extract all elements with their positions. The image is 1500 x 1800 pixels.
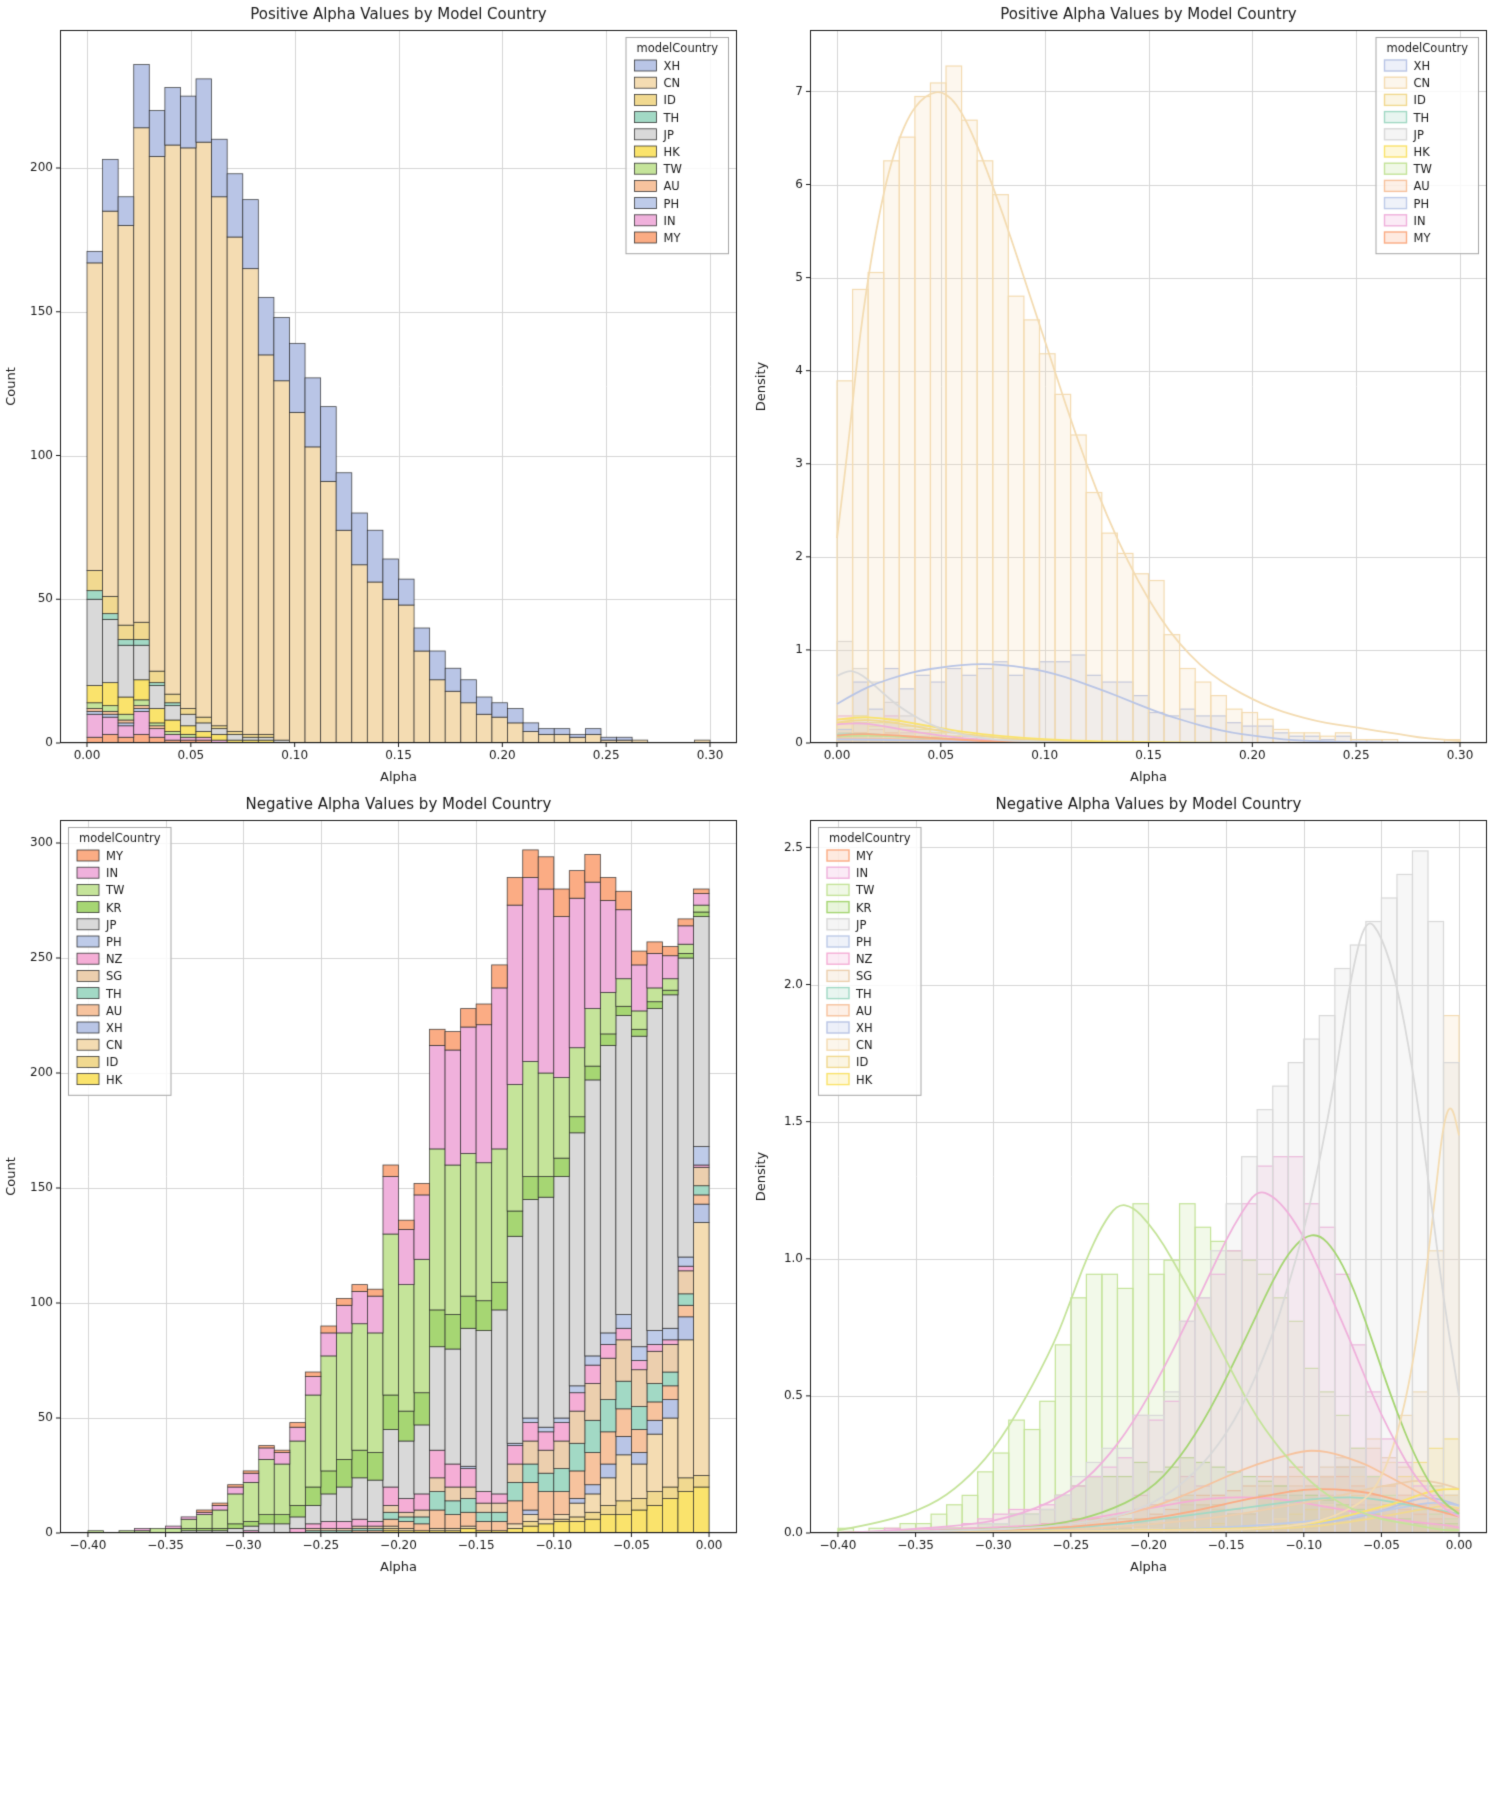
subplot-positive-density [750, 0, 1500, 790]
subplot-positive-count [0, 0, 750, 790]
positive-density-plot [750, 0, 1500, 790]
figure-canvas-grid [0, 0, 1500, 1580]
negative-density-plot [750, 790, 1500, 1580]
negative-count-histogram [0, 790, 750, 1580]
positive-count-histogram [0, 0, 750, 790]
subplot-negative-count [0, 790, 750, 1580]
subplot-negative-density [750, 790, 1500, 1580]
